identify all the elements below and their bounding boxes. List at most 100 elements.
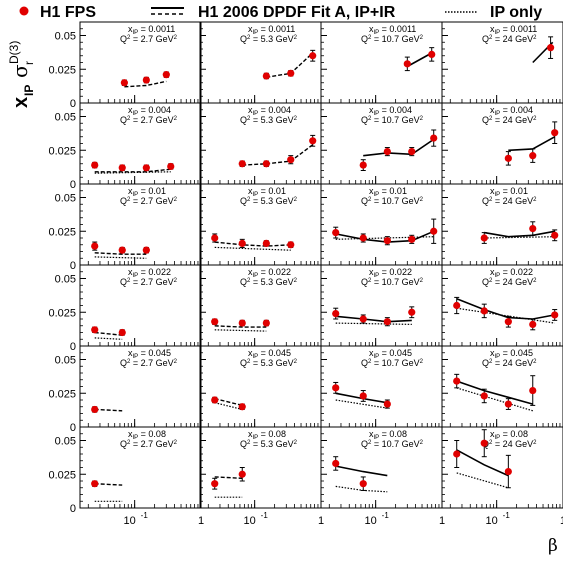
panel-xIP-label: xIP = 0.01	[248, 186, 286, 198]
y-tick-label: 0.025	[48, 226, 76, 238]
data-point	[262, 160, 270, 168]
ip-only-curve	[335, 236, 434, 240]
panel-xIP-label: xIP = 0.0011	[490, 24, 537, 36]
data-point	[480, 234, 488, 242]
panel-xIP-label: xIP = 0.022	[369, 267, 412, 279]
panel-Q2-label: Q2 = 5.3 GeV2	[240, 439, 298, 449]
data-point	[162, 71, 170, 79]
y-tick-label: 0.025	[48, 64, 76, 76]
panel-Q2-label: Q2 = 5.3 GeV2	[240, 358, 298, 368]
fitA-curve	[335, 465, 388, 477]
ip-only-curve	[335, 322, 412, 325]
legend-data-label: H1 FPS	[40, 4, 96, 21]
y-axis-label-r: r	[22, 61, 36, 65]
data-point	[287, 69, 295, 77]
data-point	[91, 161, 99, 169]
fitA-curve	[124, 80, 167, 88]
data-point	[211, 318, 219, 326]
data-point	[91, 242, 99, 250]
data-point	[167, 162, 175, 171]
fitA-curve	[214, 325, 267, 328]
y-tick-label: 0.05	[55, 274, 76, 286]
ip-only-curve	[214, 402, 243, 410]
x-tick-label-10: 10	[486, 515, 498, 527]
data-point	[118, 164, 126, 172]
y-tick-label: 0.05	[55, 355, 76, 367]
y-tick-label: 0	[70, 341, 76, 353]
panel-xIP-label: xIP = 0.045	[128, 348, 171, 360]
x-tick-label-1: 1	[198, 515, 204, 527]
data-point	[453, 377, 461, 385]
panel-xIP-label: xIP = 0.022	[490, 267, 533, 279]
fitA-curve	[456, 298, 555, 320]
y-tick-label: 0.05	[55, 436, 76, 448]
ip-only-curve	[456, 472, 509, 489]
panel-Q2-label: Q2 = 2.7 GeV2	[120, 34, 178, 44]
fitA-curve	[335, 315, 412, 323]
ip-only-curve	[484, 236, 555, 239]
panel-Q2-label: Q2 = 2.7 GeV2	[120, 196, 178, 206]
data-point	[403, 60, 411, 68]
fitA-curve	[94, 408, 123, 412]
x-tick-label-10: 10	[244, 515, 256, 527]
fitA-curve	[456, 380, 534, 405]
data-point	[309, 137, 317, 145]
y-tick-label: 0.025	[48, 307, 76, 319]
legend: H1 FPS H1 2006 DPDF Fit A, IP+IR IP only	[19, 4, 542, 21]
y-axis-label: x IP σ r D(3)	[7, 41, 36, 108]
ip-only-curve	[94, 337, 123, 340]
x-tick-label-exp: -1	[382, 511, 390, 520]
data-point	[480, 392, 488, 400]
fitA-curve	[214, 241, 291, 247]
data-point	[211, 480, 219, 488]
data-point	[309, 52, 317, 60]
data-point	[383, 318, 391, 326]
fitA-curve	[94, 252, 147, 255]
fitA-curve	[94, 331, 123, 336]
y-tick-label: 0.05	[55, 193, 76, 205]
data-point	[238, 160, 246, 168]
x-tick-label-1: 1	[560, 515, 563, 527]
fitA-curve	[456, 449, 509, 477]
ip-only-curve	[335, 485, 388, 493]
panel-Q2-label: Q2 = 5.3 GeV2	[240, 196, 298, 206]
y-tick-label: 0	[70, 260, 76, 272]
y-axis-label-sup: D(3)	[7, 41, 21, 64]
panel-xIP-label: xIP = 0.004	[369, 105, 412, 117]
data-point	[238, 239, 246, 247]
data-point	[383, 237, 391, 245]
x-tick-label-1: 1	[318, 515, 324, 527]
data-point	[546, 44, 555, 52]
data-point	[287, 241, 295, 249]
data-point	[359, 234, 367, 242]
panel-grid: 0 0.025 0.05 0 0.025 0.05 0 0.025 0.05 0 0.025 0.05…	[48, 21, 563, 527]
data-point	[262, 239, 270, 247]
data-point	[408, 308, 416, 316]
data-point	[120, 79, 128, 87]
ip-only-curve	[456, 387, 533, 412]
fitA-curve	[363, 138, 435, 157]
data-point	[287, 156, 295, 164]
panel-Q2-label: Q2 = 2.7 GeV2	[120, 439, 178, 449]
x-tick-label-1: 1	[439, 515, 445, 527]
x-tick-label-exp: -1	[261, 511, 269, 520]
y-tick-label: 0	[70, 422, 76, 434]
panel-Q2-label: Q2 = 10.7 GeV2	[361, 439, 424, 449]
data-point	[332, 310, 340, 318]
panel-xIP-label: xIP = 0.01	[128, 186, 166, 198]
fitA-curve	[214, 476, 243, 479]
data-point	[529, 386, 537, 395]
data-point	[359, 480, 367, 488]
data-point	[142, 164, 150, 172]
panel-xIP-label: xIP = 0.08	[369, 429, 407, 441]
panel-Q2-label: Q2 = 10.7 GeV2	[361, 115, 424, 125]
ip-only-curve	[94, 171, 171, 174]
y-tick-label: 0.05	[55, 112, 76, 124]
panel-Q2-label: Q2 = 24 GeV2	[482, 358, 537, 368]
data-point	[408, 148, 416, 156]
panel-Q2-label: Q2 = 2.7 GeV2	[120, 115, 178, 125]
data-point	[118, 328, 126, 337]
panel-xIP-label: xIP = 0.0011	[369, 24, 416, 36]
y-tick-label: 0	[70, 503, 76, 515]
